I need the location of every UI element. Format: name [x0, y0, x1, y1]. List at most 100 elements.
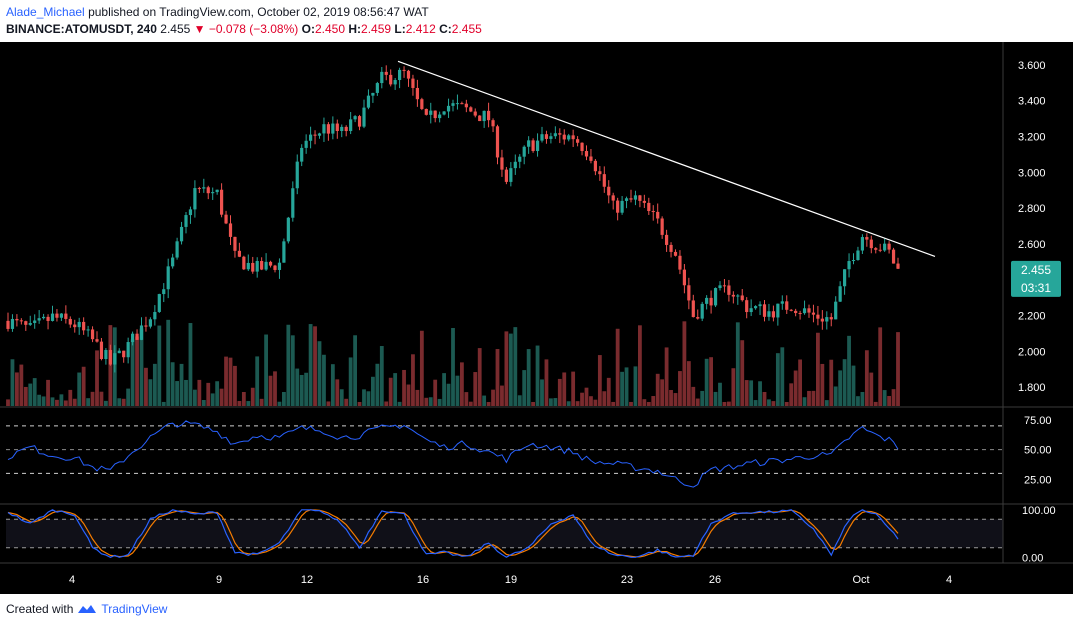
candle-body [211, 192, 215, 194]
volume-bar [184, 379, 188, 406]
candle-body [406, 70, 411, 79]
candle-body [357, 116, 362, 127]
candle-body [90, 329, 95, 340]
volume-bar [201, 399, 206, 406]
author-link[interactable]: Alade_Michael [6, 5, 85, 19]
volume-bar [820, 363, 825, 406]
candle-body [669, 244, 673, 252]
candle-body [820, 318, 824, 322]
candle-body [718, 285, 722, 289]
volume-bar [793, 370, 798, 406]
candle-body [424, 108, 428, 115]
candle-body [495, 126, 500, 158]
candle-body [375, 83, 379, 93]
volume-layer [6, 319, 900, 406]
volume-bar [566, 401, 571, 406]
candle-body [429, 110, 433, 115]
candle-body [513, 161, 517, 169]
candle-body [754, 306, 758, 309]
stoch-tick-label: 0.00 [1022, 552, 1043, 564]
volume-bar [731, 368, 736, 406]
price-tick-label: 3.400 [1018, 96, 1046, 108]
volume-bar [406, 384, 411, 406]
volume-bar [299, 374, 304, 406]
volume-bar [157, 325, 162, 406]
time-tick-label: 12 [301, 574, 313, 586]
candle-body [834, 301, 838, 320]
candle-body [264, 261, 268, 270]
price-tick-label: 1.800 [1018, 382, 1046, 394]
candle-body [722, 285, 727, 287]
candle-body [277, 262, 282, 270]
candle-body [571, 135, 575, 140]
candle-body [215, 189, 219, 193]
volume-bar [744, 380, 749, 406]
time-tick-label: 4 [69, 574, 75, 586]
candle-body [82, 321, 86, 331]
trendline-layer[interactable] [397, 60, 936, 257]
candle-body [535, 140, 540, 152]
volume-bar [210, 393, 215, 406]
candle-body [798, 313, 802, 315]
volume-bar [121, 398, 126, 406]
rsi-line [7, 420, 899, 488]
chart-svg[interactable]: 3.6003.4003.2003.0002.8002.6002.4002.200… [0, 42, 1073, 594]
candle-body [705, 297, 709, 304]
candle-body [224, 214, 228, 224]
candle-body [696, 317, 700, 319]
candle-body [393, 80, 397, 85]
candle-body [202, 187, 206, 189]
candle-body [179, 226, 184, 242]
candle-body [171, 257, 175, 267]
tradingview-brand[interactable]: TradingView [101, 602, 168, 616]
volume-bar [500, 385, 504, 406]
volume-bar [72, 398, 77, 406]
candle-body [349, 119, 353, 132]
candle-body [767, 311, 771, 317]
volume-bar [477, 348, 482, 406]
candle-body [500, 157, 504, 170]
volume-bar [473, 372, 478, 406]
volume-bar [433, 379, 438, 406]
volume-bar [482, 395, 487, 406]
open-label: O: [301, 22, 315, 36]
rsi-background [0, 408, 1003, 503]
candle-body [549, 136, 553, 139]
volume-bar [580, 392, 584, 406]
candle-body [268, 261, 273, 266]
volume-bar [504, 331, 509, 406]
volume-bar [638, 325, 642, 406]
time-tick-label: 23 [621, 574, 633, 586]
volume-bar [651, 396, 656, 406]
candle-body [64, 313, 68, 319]
candle-body [802, 308, 807, 314]
candles-layer [6, 65, 900, 373]
stoch-pane [6, 509, 1003, 558]
candle-body [518, 156, 522, 162]
volume-bar [95, 350, 99, 406]
volume-bar [268, 375, 273, 406]
volume-bar [224, 356, 228, 406]
candle-body [789, 309, 793, 311]
volume-bar [237, 401, 242, 406]
candle-body [642, 200, 646, 203]
candle-body [584, 151, 589, 157]
chart-area[interactable]: 3.6003.4003.2003.0002.8002.6002.4002.200… [0, 42, 1073, 594]
volume-bar [15, 372, 19, 406]
volume-bar [602, 391, 607, 406]
candle-body [522, 146, 526, 157]
candle-body [491, 120, 495, 127]
candle-body [366, 95, 371, 108]
volume-bar [460, 362, 464, 406]
volume-bar [326, 401, 331, 406]
candle-body [638, 195, 642, 201]
volume-bar [170, 362, 175, 406]
candle-body [771, 311, 775, 318]
volume-bar [882, 390, 887, 406]
volume-bar [304, 372, 309, 406]
candle-body [344, 126, 348, 132]
candle-body [291, 188, 295, 218]
close-label: C: [439, 22, 452, 36]
candle-body [108, 350, 112, 365]
candle-body [184, 215, 188, 227]
